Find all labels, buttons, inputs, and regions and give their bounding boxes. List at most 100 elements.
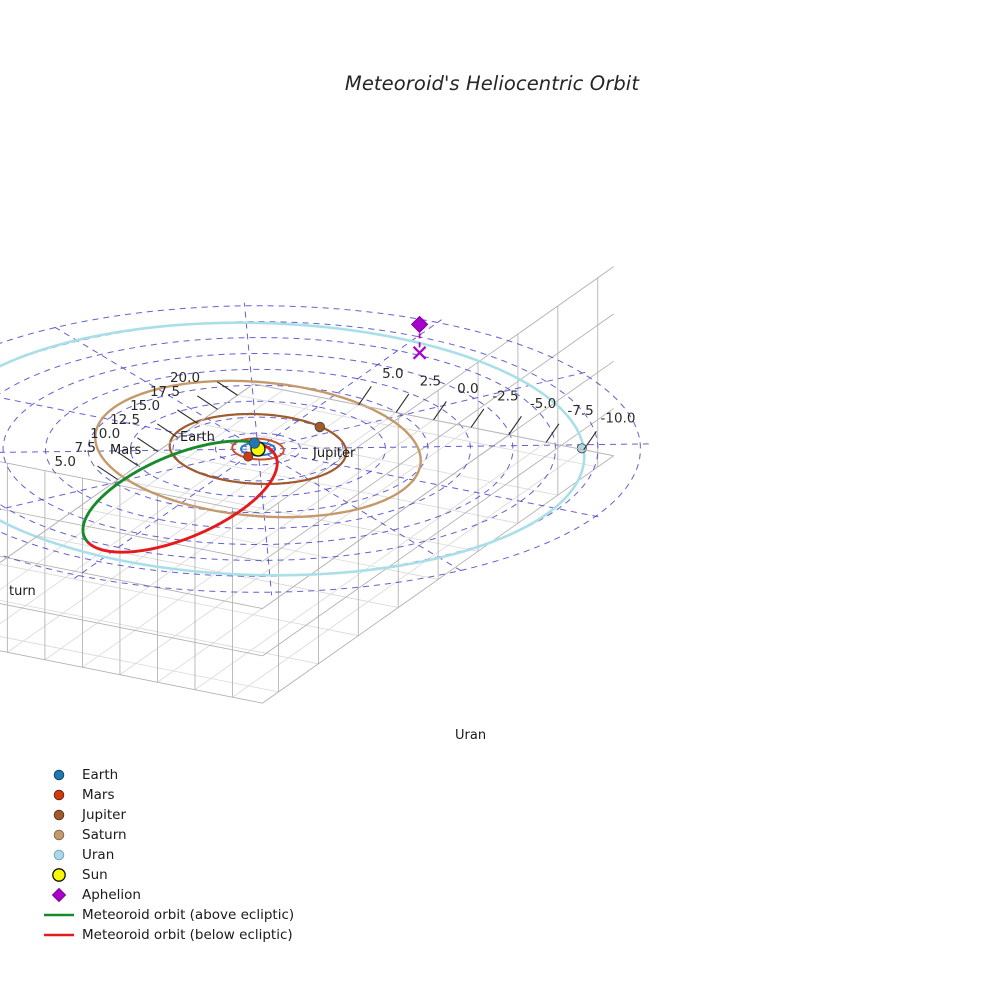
pane-gridline-back xyxy=(262,455,614,704)
pane-gridline-left xyxy=(0,650,263,704)
x-tick-label: 20.0 xyxy=(170,370,200,386)
y-tick-mark xyxy=(508,416,522,436)
y-tick-mark xyxy=(358,386,372,406)
legend-item[interactable]: Jupiter xyxy=(53,807,126,823)
legend-item[interactable]: Mars xyxy=(53,787,115,803)
planet-orbit-path xyxy=(168,412,348,486)
legend-item[interactable]: Saturn xyxy=(53,827,127,843)
x-tick-label: 10.0 xyxy=(90,426,120,442)
marker-jupiter xyxy=(314,421,326,433)
pane-gridline-bottom xyxy=(82,419,434,668)
pane-gridline-left xyxy=(0,461,263,515)
polar-grid-ring xyxy=(130,400,386,498)
legend-item[interactable]: Uran xyxy=(53,847,114,863)
axis-decorations: 5.07.510.012.515.017.520.0-10.0-7.5-5.0-… xyxy=(0,366,636,564)
planet-orbit-path xyxy=(94,379,422,519)
pane-gridline-bottom xyxy=(119,427,472,676)
legend-marker-circle xyxy=(53,789,65,801)
pane-gridline-back xyxy=(262,266,614,515)
legend-item[interactable]: Earth xyxy=(53,767,118,783)
polar-grid-spoke xyxy=(257,448,466,574)
pane-gridline-bottom xyxy=(44,412,397,661)
marker-aphelion xyxy=(410,315,429,334)
legend-label: Earth xyxy=(82,767,118,783)
x-tick-label: 7.5 xyxy=(74,440,95,456)
legend-marker-circle xyxy=(53,849,65,861)
y-tick-mark xyxy=(470,408,485,428)
ecliptic-polar-grid xyxy=(0,302,649,596)
polar-grid-spoke xyxy=(257,448,604,519)
pane-gridline-left xyxy=(0,603,263,657)
legend-label: Saturn xyxy=(82,827,127,843)
marker-earth xyxy=(248,437,261,449)
polar-grid-spoke xyxy=(0,397,259,450)
x-tick-label: 17.5 xyxy=(150,384,180,400)
meteoroid-orbit-below xyxy=(87,444,279,554)
body-markers xyxy=(243,315,587,462)
legend-label: Sun xyxy=(82,867,108,883)
legend-marker-circle xyxy=(53,829,65,841)
legend-item[interactable]: Aphelion xyxy=(51,887,141,903)
legend-item[interactable]: Sun xyxy=(52,867,108,883)
y-tick-label: 5.0 xyxy=(382,366,403,382)
x-tick-label: 12.5 xyxy=(110,412,140,428)
polar-grid-spoke xyxy=(50,324,259,450)
marker-aphelion-projection xyxy=(412,346,427,360)
polar-grid-spoke xyxy=(243,302,259,450)
y-tick-mark xyxy=(433,401,447,421)
x-tick-mark xyxy=(177,409,198,424)
x-tick-mark xyxy=(196,395,218,410)
legend-label: Uran xyxy=(82,847,114,863)
y-tick-mark xyxy=(545,423,560,443)
polar-grid-spoke xyxy=(257,448,273,596)
y-tick-label: -7.5 xyxy=(567,403,593,419)
legend-item[interactable]: Meteoroid orbit (below ecliptic) xyxy=(44,927,293,943)
x-tick-mark xyxy=(137,437,158,452)
pane-gridline-back xyxy=(262,313,614,562)
polar-grid-ring xyxy=(0,305,641,593)
y-tick-mark xyxy=(583,430,597,451)
legend-marker-diamond xyxy=(51,887,67,903)
body-label-uran: Uran xyxy=(455,728,486,743)
x-tick-mark xyxy=(216,381,238,396)
legend-label: Aphelion xyxy=(82,887,141,903)
body-label-jupiter: Jupiter xyxy=(312,446,356,461)
polar-grid-spoke xyxy=(0,448,259,510)
legend-marker-circle xyxy=(53,769,65,781)
page-title: Meteoroid's Heliocentric Orbit xyxy=(344,72,640,95)
y-tick-label: -5.0 xyxy=(530,396,556,412)
legend-marker-circle xyxy=(52,868,66,882)
pane-gridline-back xyxy=(262,408,614,657)
x-tick-mark xyxy=(157,423,178,438)
x-tick-label: 15.0 xyxy=(130,398,160,414)
y-tick-label: -2.5 xyxy=(492,388,518,404)
body-label-saturn: turn xyxy=(9,584,36,599)
legend-label: Jupiter xyxy=(81,807,126,823)
x-axis-spine xyxy=(0,383,254,564)
polar-grid-spoke xyxy=(257,370,590,450)
polar-grid-ring xyxy=(172,416,344,482)
legend-marker-circle xyxy=(53,809,65,821)
legend[interactable]: Earth Mars Jupiter Saturn Uran Sun Aphelion Met… xyxy=(44,767,294,943)
y-tick-mark xyxy=(395,393,410,413)
legend-label: Meteoroid orbit (below ecliptic) xyxy=(82,927,293,943)
body-labels: Earth Mars Jupiter turn Uran xyxy=(9,430,486,743)
marker-mars xyxy=(243,451,254,462)
pane-gridline-bottom xyxy=(0,389,284,591)
pane-gridline-bottom xyxy=(194,441,547,691)
pane-gridline-bottom xyxy=(232,449,584,698)
legend-label: Meteoroid orbit (above ecliptic) xyxy=(82,907,294,923)
legend-label: Mars xyxy=(82,787,115,803)
polar-grid-ring xyxy=(215,432,301,466)
legend-item[interactable]: Meteoroid orbit (above ecliptic) xyxy=(44,907,294,923)
x-tick-label: 5.0 xyxy=(54,454,75,470)
body-label-mars: Mars xyxy=(110,443,142,458)
body-label-earth: Earth xyxy=(180,430,215,445)
y-tick-label: 2.5 xyxy=(420,373,441,389)
y-tick-label: -10.0 xyxy=(601,411,636,427)
x-tick-mark xyxy=(117,451,139,466)
x-tick-mark xyxy=(97,465,119,481)
axes-panes xyxy=(0,266,614,704)
